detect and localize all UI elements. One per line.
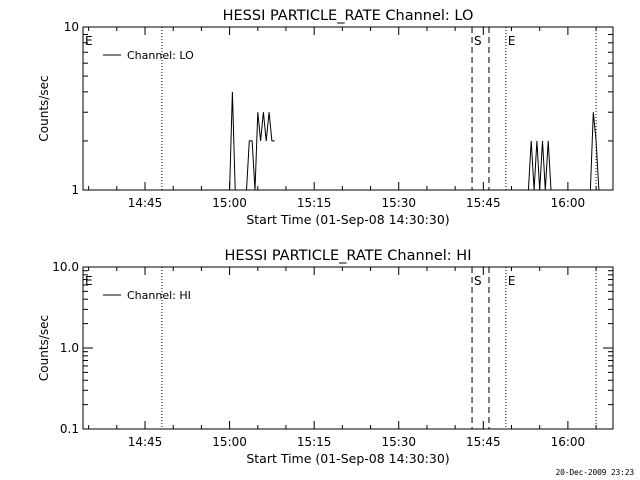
marker-label: S [474, 274, 482, 288]
chart-title: HESSI PARTICLE_RATE Channel: LO [223, 8, 474, 24]
x-tick-label: 14:45 [128, 196, 163, 210]
x-tick-label: 16:00 [551, 196, 586, 210]
x-tick-label: 15:45 [466, 196, 501, 210]
x-tick-label: 15:30 [381, 435, 416, 449]
legend-entry: Channel: HI [127, 289, 191, 302]
x-axis-label: Start Time (01-Sep-08 14:30:30) [246, 451, 449, 466]
x-tick-label: 15:00 [212, 435, 247, 449]
y-axis-label: Counts/sec [37, 75, 51, 141]
x-tick-label: 15:15 [297, 435, 332, 449]
x-axis-label: Start Time (01-Sep-08 14:30:30) [246, 212, 449, 227]
marker-label: E [85, 34, 93, 48]
chart-title: HESSI PARTICLE_RATE Channel: HI [225, 248, 472, 264]
x-tick-label: 14:45 [128, 435, 163, 449]
x-tick-label: 15:45 [466, 435, 501, 449]
x-tick-label: 16:00 [551, 435, 586, 449]
y-tick-label: 1 [71, 183, 79, 197]
series-line-1-segment-1 [229, 91, 275, 191]
marker-label: E [85, 274, 93, 288]
series-line-1-segment-2 [527, 140, 552, 191]
legend-entry: Channel: LO [127, 49, 194, 62]
x-tick-label: 15:00 [212, 196, 247, 210]
y-tick-label: 0.1 [60, 422, 79, 436]
marker-label: E [508, 274, 516, 288]
marker-label: E [508, 34, 516, 48]
x-tick-label: 15:15 [297, 196, 332, 210]
y-tick-label: 10 [64, 20, 79, 34]
footer-timestamp: 20-Dec-2009 23:23 [555, 468, 635, 477]
chart-panel-2: HESSI PARTICLE_RATE Channel: HI Counts/se… [37, 248, 614, 466]
y-axis-label: Counts/sec [37, 315, 51, 381]
series-line-1-segment-3 [589, 112, 600, 191]
y-tick-label: 1.0 [60, 341, 79, 355]
plot-frame [82, 26, 614, 191]
x-tick-label: 15:30 [381, 196, 416, 210]
y-tick-label: 10.0 [52, 260, 79, 274]
chart-panel-1: HESSI PARTICLE_RATE Channel: LO Counts/se… [37, 8, 614, 227]
marker-label: S [474, 34, 482, 48]
